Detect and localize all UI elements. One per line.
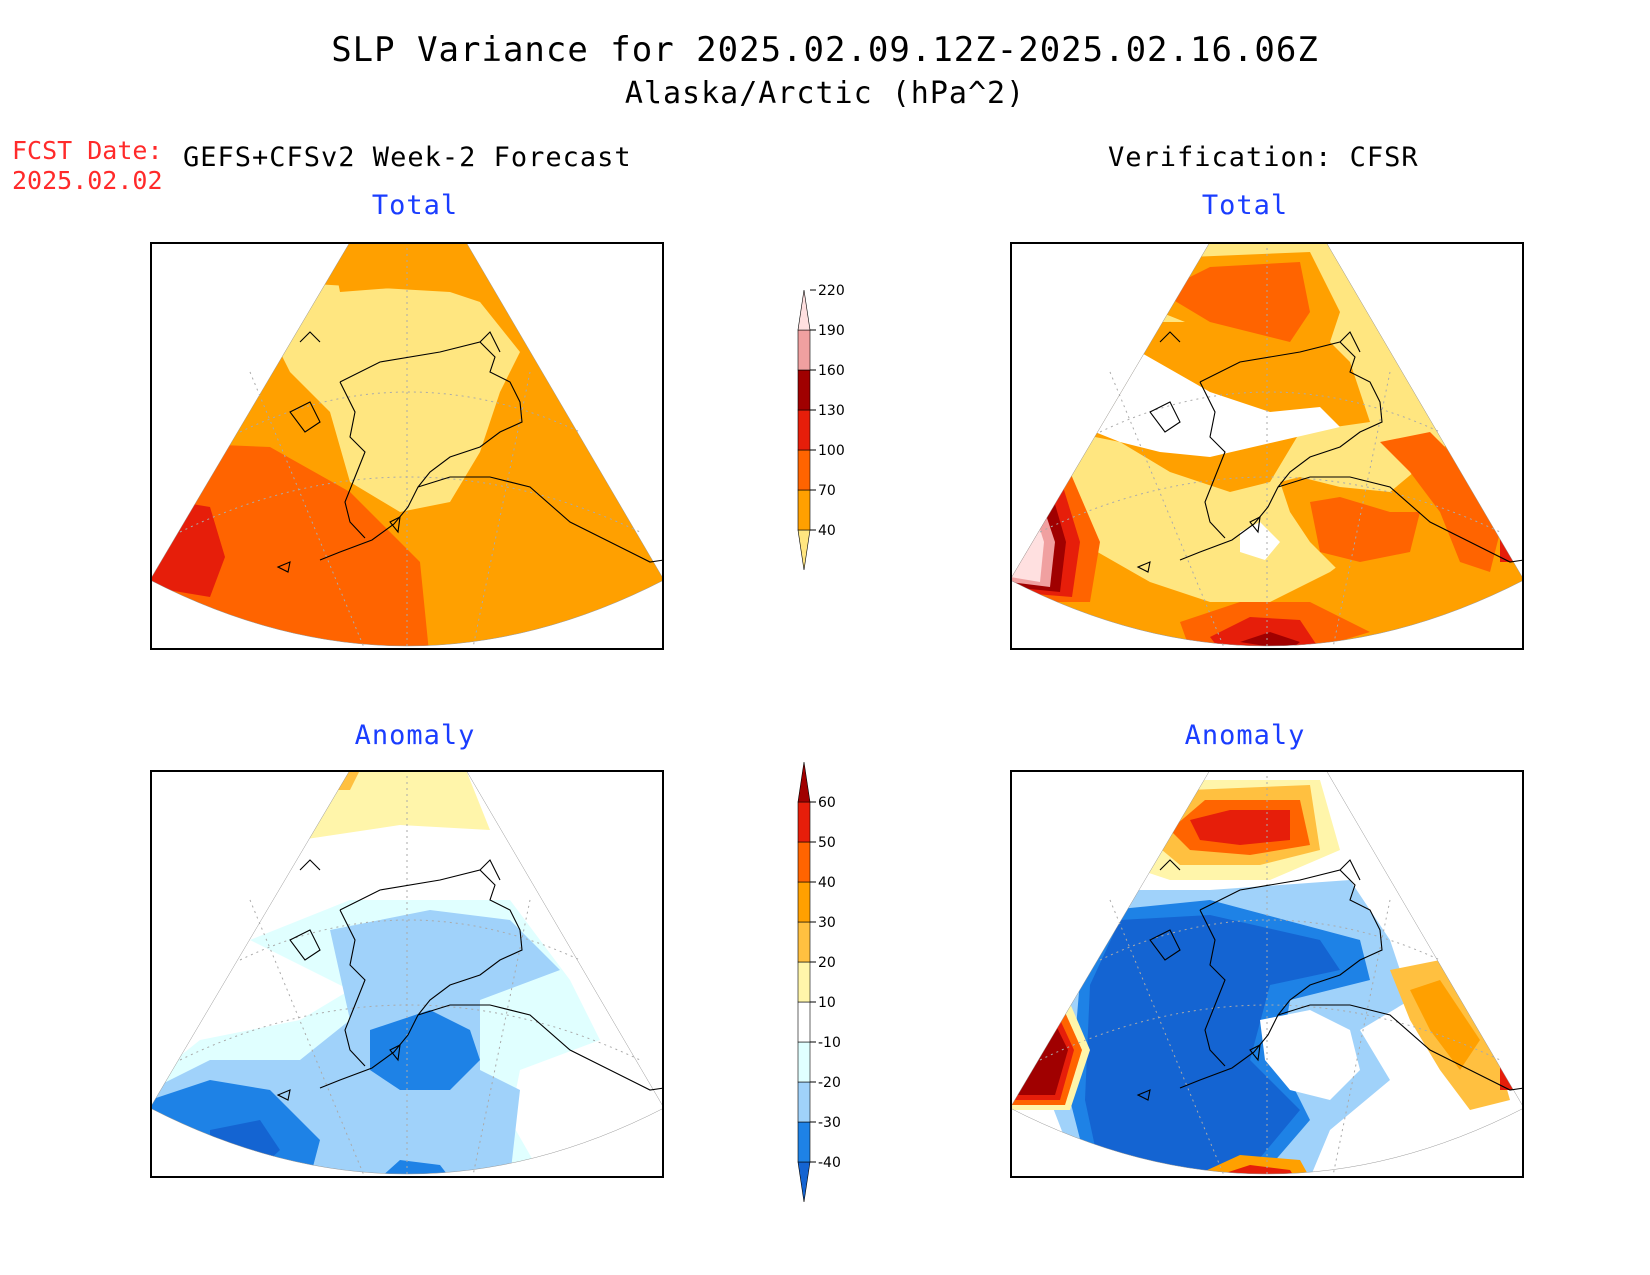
colorbar-anomaly-swatch xyxy=(797,1001,811,1043)
colorbar-total-swatch xyxy=(797,369,811,411)
colorbar-anomaly-swatch xyxy=(797,841,811,883)
colorbar-total-swatch xyxy=(797,289,811,331)
colorbar-total-label: 220 xyxy=(818,283,845,299)
colorbar-total-label: 70 xyxy=(818,483,836,499)
colorbar-anomaly-swatch xyxy=(797,1121,811,1163)
colorbar-total-label: 130 xyxy=(818,403,845,419)
colorbar-total-label: 40 xyxy=(818,523,836,539)
verif-total-map xyxy=(1010,242,1524,650)
colorbar-anomaly-label: 50 xyxy=(818,835,836,851)
forecast-date-value: 2025.02.02 xyxy=(12,166,163,195)
colorbar-anomaly-swatch xyxy=(797,921,811,963)
colorbar-anomaly-label: -20 xyxy=(818,1075,841,1091)
colorbar-anomaly-label: 20 xyxy=(818,955,836,971)
forecast-anomaly-map xyxy=(150,770,664,1178)
main-title: SLP Variance for 2025.02.09.12Z-2025.02.… xyxy=(331,30,1319,70)
colorbar-total-svg: 40 70 100 130 160 190 220 xyxy=(797,283,845,571)
verif-anomaly-title: Anomaly xyxy=(1184,720,1306,751)
colorbar-anomaly-label: -10 xyxy=(818,1035,841,1051)
colorbar-anomaly-swatch xyxy=(797,761,811,803)
colorbar-anomaly-swatch xyxy=(797,881,811,923)
colorbar-anomaly-label: 30 xyxy=(818,915,836,931)
graticule xyxy=(179,242,641,650)
colorbar-anomaly-label: 40 xyxy=(818,875,836,891)
colorbar-anomaly-swatch xyxy=(797,961,811,1003)
verif-anomaly-map xyxy=(1010,770,1524,1178)
graticule xyxy=(179,770,641,1178)
forecast-date-label: FCST Date: xyxy=(12,136,163,165)
colorbar-anomaly-svg: -40 -30 -20 -10 10 20 30 40 50 60 xyxy=(797,761,841,1203)
colorbar-total-swatch xyxy=(797,329,811,371)
colorbar-total-label: 190 xyxy=(818,323,845,339)
main-subtitle: Alaska/Arctic (hPa^2) xyxy=(624,76,1026,111)
colorbar-total-swatch xyxy=(797,449,811,491)
forecast-anomaly-title: Anomaly xyxy=(354,720,476,751)
graticule xyxy=(1039,770,1501,1178)
colorbar-anomaly-label: 60 xyxy=(818,795,836,811)
colorbar-anomaly-label: -40 xyxy=(818,1155,841,1171)
forecast-total-map xyxy=(150,242,664,650)
forecast-total-title: Total xyxy=(371,190,459,221)
verification-label: Verification: CFSR xyxy=(1108,142,1419,173)
coastline xyxy=(276,331,664,573)
colorbar-anomaly-label: 10 xyxy=(818,995,836,1011)
colorbar-anomaly: -40 -30 -20 -10 10 20 30 40 50 60 xyxy=(790,752,860,1206)
colorbar-total-swatch xyxy=(797,409,811,451)
colorbar-total-label: 160 xyxy=(818,363,845,379)
colorbar-anomaly-swatch xyxy=(797,1081,811,1123)
colorbar-anomaly-label: -30 xyxy=(818,1115,841,1131)
forecast-date-block: FCST Date: 2025.02.02 xyxy=(12,136,163,196)
colorbar-anomaly-swatch xyxy=(797,801,811,843)
coastline xyxy=(1136,859,1524,1101)
graticule xyxy=(1039,242,1501,650)
colorbar-anomaly-swatch xyxy=(797,1161,811,1203)
model-label: GEFS+CFSv2 Week-2 Forecast xyxy=(183,142,632,173)
colorbar-total-swatch xyxy=(797,529,811,571)
colorbar-anomaly-swatch xyxy=(797,1041,811,1083)
colorbar-total: 40 70 100 130 160 190 220 xyxy=(790,280,860,624)
coastline xyxy=(1136,331,1524,573)
coastline xyxy=(276,859,664,1101)
verif-total-title: Total xyxy=(1201,190,1289,221)
colorbar-total-swatch xyxy=(797,489,811,531)
colorbar-total-label: 100 xyxy=(818,443,845,459)
